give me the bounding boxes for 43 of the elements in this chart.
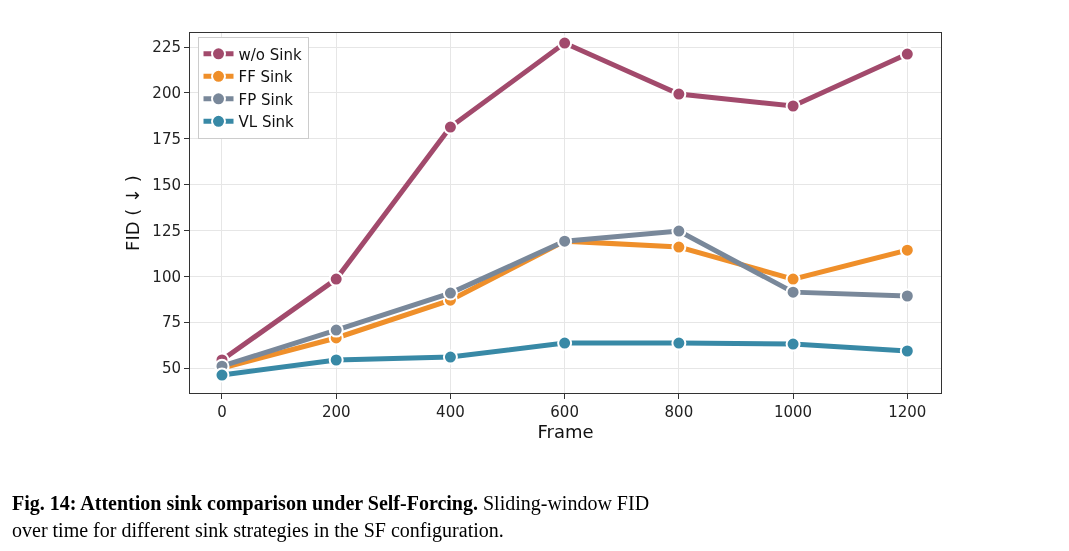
x-tick-label: 200 bbox=[321, 403, 351, 421]
point bbox=[785, 98, 801, 114]
point bbox=[671, 223, 687, 239]
y-tick-label: 150 bbox=[152, 175, 181, 194]
legend-label: VL Sink bbox=[238, 113, 295, 132]
point bbox=[557, 335, 573, 351]
point bbox=[557, 35, 573, 51]
y-tick-label: 175 bbox=[152, 130, 181, 149]
point bbox=[671, 239, 687, 255]
y-tick-label: 225 bbox=[152, 38, 181, 57]
point bbox=[785, 271, 801, 287]
y-tick-label: 75 bbox=[161, 313, 181, 332]
caption: Fig. 14: Attention sink comparison under Self-Forcing. bbox=[12, 492, 478, 515]
point bbox=[442, 285, 458, 301]
x-tick-label: 1000 bbox=[773, 403, 813, 421]
y-tick-label: 125 bbox=[152, 221, 181, 240]
y-tick-label: 200 bbox=[152, 84, 181, 103]
point bbox=[328, 352, 344, 368]
point bbox=[442, 119, 458, 135]
point bbox=[442, 349, 458, 365]
point bbox=[328, 271, 344, 287]
point bbox=[785, 336, 801, 352]
point bbox=[899, 343, 915, 359]
x-tick-label: 0 bbox=[217, 403, 227, 421]
x-tick-label: 800 bbox=[664, 403, 694, 421]
point bbox=[899, 46, 915, 62]
x-tick-label: 1200 bbox=[888, 403, 927, 421]
legend-label: w/o Sink bbox=[238, 45, 302, 64]
point bbox=[899, 288, 915, 304]
x-tick-label: 600 bbox=[550, 403, 579, 421]
y-tick-label: 50 bbox=[161, 359, 181, 378]
legend-label: FP Sink bbox=[238, 90, 294, 109]
point bbox=[671, 86, 687, 102]
y-tick-label: 100 bbox=[152, 267, 181, 286]
x-axis-title: Frame bbox=[537, 421, 594, 442]
point bbox=[785, 284, 801, 300]
point bbox=[899, 242, 915, 258]
legend-label: FF Sink bbox=[238, 68, 293, 87]
point bbox=[328, 322, 344, 338]
point bbox=[214, 367, 230, 383]
y-axis-title: FID ( ↓ ) bbox=[121, 175, 143, 251]
x-tick-label: 400 bbox=[436, 403, 465, 421]
point bbox=[671, 335, 687, 351]
